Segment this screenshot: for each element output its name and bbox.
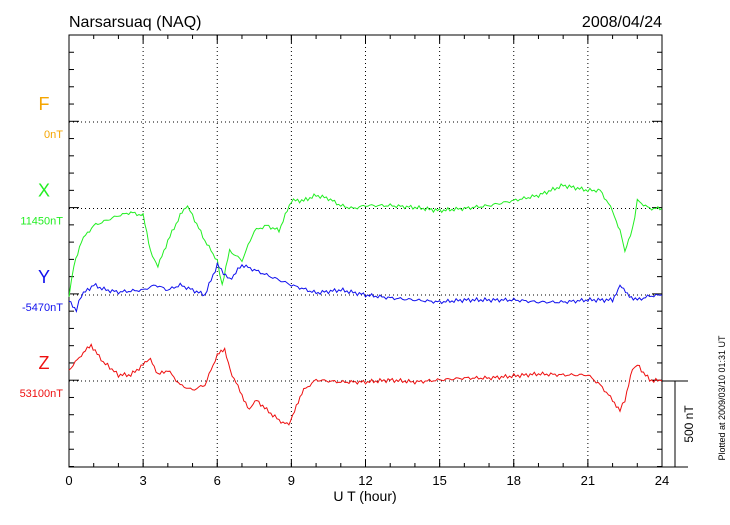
series-baseline-z: 53100nT [20,388,64,400]
series-baseline-y: -5470nT [22,302,63,314]
x-tick-labels: 0 3 6 9 12 15 18 21 24 [65,473,669,488]
series-line-y [68,261,663,313]
chart-title: Narsarsuaq (NAQ) [69,14,201,31]
x-tick-label: 12 [358,473,372,488]
x-tick-label: 6 [214,473,221,488]
series-name-x: X [38,181,50,201]
plotted-at-footer: Plotted at 2009/03/10 01:31 UT [717,335,727,461]
series-baseline-x: 11450nT [20,216,63,228]
x-tick-label: 0 [65,473,72,488]
x-tick-label: 3 [140,473,147,488]
x-axis-label: U T (hour) [333,488,396,504]
x-tick-label: 18 [507,473,521,488]
series-baseline-f: 0nT [44,129,63,141]
scale-bar: 500 nT [662,380,696,468]
chart-date: 2008/04/24 [582,14,662,31]
scale-label: 500 nT [682,405,696,443]
series-line-x [68,183,663,297]
plot-frame [68,34,663,468]
series-name-z: Z [39,353,50,373]
x-tick-label: 24 [655,473,669,488]
series-name-f: F [39,94,50,114]
series-labels: F 0nT X 11450nT Y -5470nT Z 53100nT [20,94,64,400]
grid [69,35,662,467]
axes [68,34,663,468]
series-line-z [68,343,663,426]
series-name-y: Y [38,267,50,287]
x-tick-label: 21 [581,473,595,488]
x-tick-label: 9 [288,473,295,488]
series-lines [68,183,663,426]
x-tick-label: 15 [432,473,446,488]
